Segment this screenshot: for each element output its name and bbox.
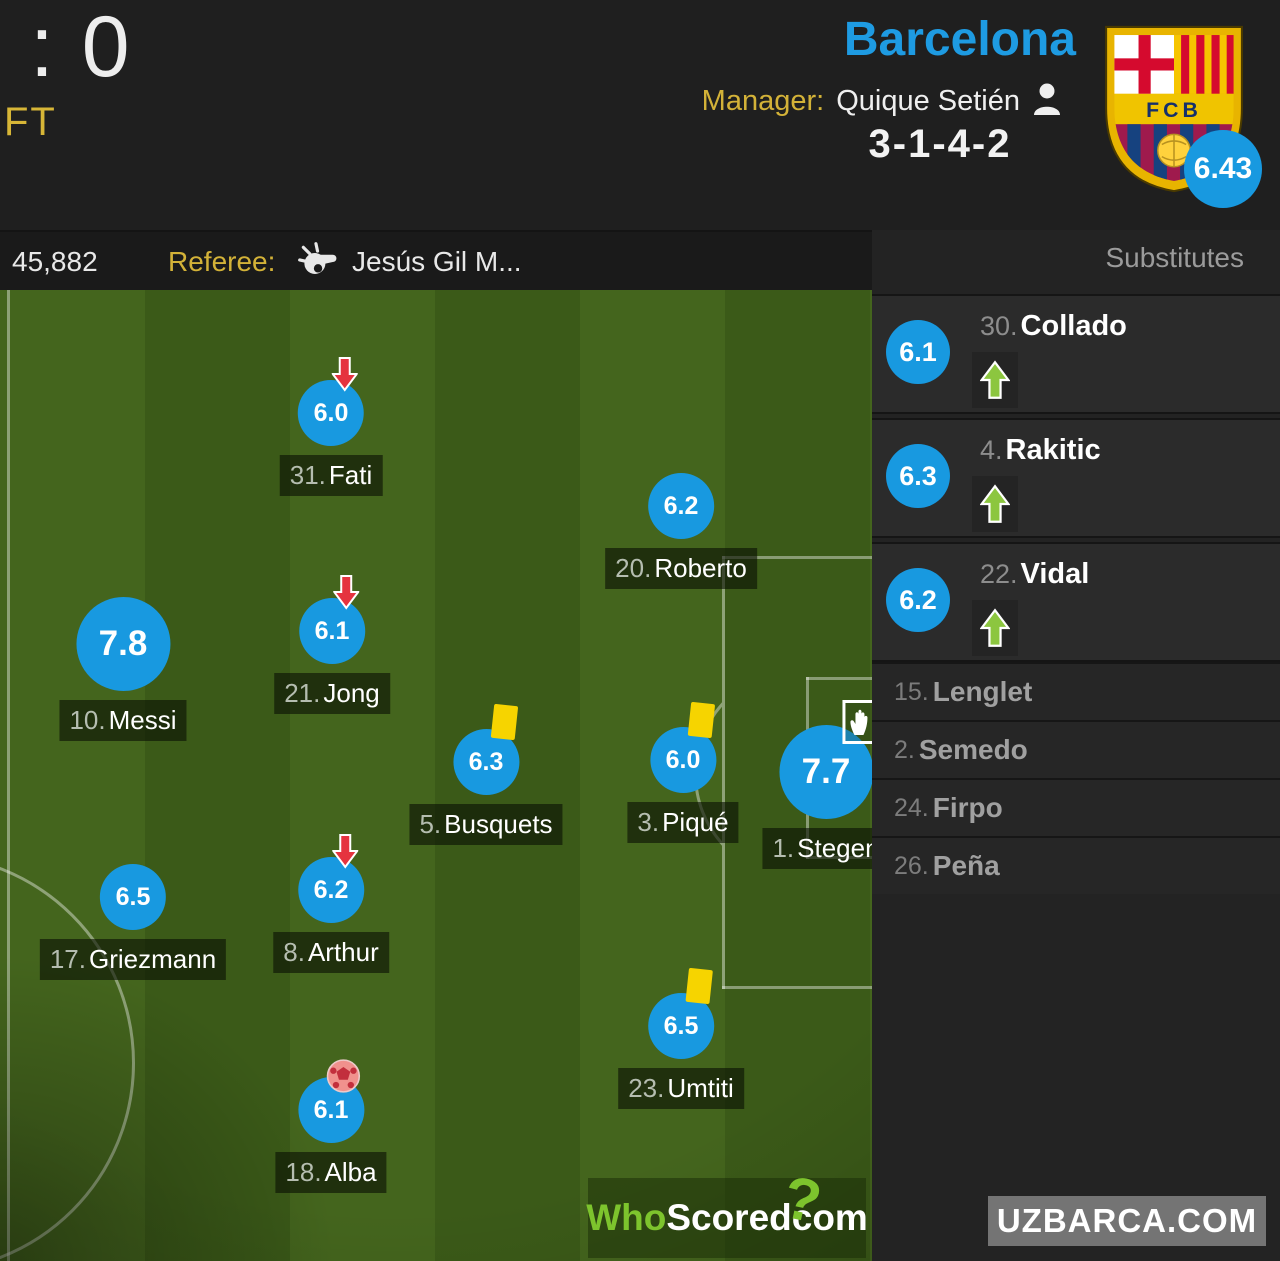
player-name-label: 20. Roberto [605, 548, 757, 589]
player-stegen[interactable]: 7.7 1. Stegen [762, 700, 872, 869]
formation: 3-1-4-2 [868, 122, 1012, 166]
unused-sub-lenglet[interactable]: 15. Lenglet [872, 662, 1280, 720]
attendance: 45,882 [12, 246, 98, 277]
player-rating-badge: 6.2 [298, 857, 364, 923]
player-rating-badge: 6.3 [453, 729, 519, 795]
yellow-card-icon [490, 703, 518, 741]
goalkeeper-glove-icon [842, 700, 872, 744]
player-rating-badge: 6.0 [650, 727, 716, 793]
player-rating-badge: 6.5 [648, 993, 714, 1059]
player-messi[interactable]: 7.8 10. Messi [59, 597, 187, 741]
player-rating-badge: 6.1 [298, 598, 365, 664]
whistle-icon [296, 240, 338, 287]
yellow-card-icon [687, 701, 715, 739]
team-rating-badge: 6.43 [1184, 130, 1262, 208]
error-ball-icon [325, 1058, 361, 1099]
player-alba[interactable]: 6.1 18. Alba [275, 1059, 387, 1193]
yellow-card-icon [685, 967, 713, 1005]
player-rating-badge: 6.5 [100, 864, 166, 930]
player-jong[interactable]: 6.1 21. Jong [274, 575, 390, 714]
sub-name-label: 30. Collado [980, 310, 1127, 342]
player-name-label: 18. Alba [275, 1152, 387, 1193]
player-rating-badge: 7.7 [779, 725, 872, 819]
sub-name-label: 4. Rakitic [980, 434, 1101, 466]
sub-rating-badge: 6.2 [886, 568, 950, 632]
whoscored-logo-who: Who [586, 1197, 667, 1238]
unused-sub-pena[interactable]: 26. Peña [872, 836, 1280, 894]
player-name-label: 23. Umtiti [618, 1068, 744, 1109]
sub-on-icon [972, 352, 1018, 408]
unused-sub-firpo[interactable]: 24. Firpo [872, 778, 1280, 836]
team-name[interactable]: Barcelona [843, 13, 1076, 66]
penalty-box-line [722, 556, 725, 989]
sub-off-icon [331, 833, 359, 874]
player-roberto[interactable]: 6.2 20. Roberto [605, 473, 757, 589]
match-header: : 0 FT Barcelona Manager: Quique Setién … [0, 0, 1280, 230]
player-rating-badge: 6.1 [297, 1077, 364, 1143]
score-fragment: : 0 [30, 0, 132, 95]
penalty-box-line [722, 556, 872, 559]
sub-row-vidal[interactable]: 6.2 22. Vidal [872, 542, 1280, 662]
substitutes-panel: Substitutes 6.1 30. Collado 6.3 4. Rakitic… [872, 230, 1280, 1261]
manager-row: Manager: Quique Setién [560, 82, 1062, 121]
player-umtiti[interactable]: 6.5 23. Umtiti [618, 967, 744, 1109]
sub-on-icon [972, 476, 1018, 532]
player-arthur[interactable]: 6.2 8. Arthur [273, 834, 389, 973]
referee-label: Referee: [168, 246, 276, 277]
svg-text:FCB: FCB [1146, 98, 1202, 122]
whoscored-logo-scored: Scored [666, 1197, 792, 1238]
player-name-label: 17. Griezmann [39, 939, 227, 980]
player-name-label: 5. Busquets [409, 804, 563, 845]
sub-on-icon [972, 600, 1018, 656]
halfway-line [7, 290, 10, 1261]
referee-name: Jesús Gil M... [352, 246, 522, 277]
player-name-label: 21. Jong [274, 673, 390, 714]
match-info-bar: 45,882 Referee: Jesús Gil M... [0, 230, 872, 290]
sub-off-icon [331, 356, 359, 397]
player-name-label: 31. Fati [279, 455, 383, 496]
sub-name-label: 22. Vidal [980, 558, 1090, 590]
player-name-label: 10. Messi [59, 700, 187, 741]
whoscored-logo-com: com [791, 1197, 868, 1238]
sub-rating-badge: 6.3 [886, 444, 950, 508]
player-fati[interactable]: 6.0 31. Fati [279, 357, 383, 496]
sub-row-rakitic[interactable]: 6.3 4. Rakitic [872, 418, 1280, 538]
penalty-box-line [722, 986, 872, 989]
player-name-label: 3. Piqué [627, 802, 739, 843]
match-status: FT [4, 100, 57, 144]
unused-sub-semedo[interactable]: 2. Semedo [872, 720, 1280, 778]
player-name-label: 8. Arthur [273, 932, 389, 973]
player-name-label: 1. Stegen [762, 828, 872, 869]
whoscored-logo: Who Scored? com [586, 1163, 868, 1258]
sub-off-icon [331, 574, 360, 615]
sub-rating-badge: 6.1 [886, 320, 950, 384]
manager-icon [1032, 82, 1062, 121]
manager-label: Manager: [701, 85, 825, 117]
player-rating-badge: 7.8 [76, 597, 170, 691]
substitutes-title: Substitutes [1105, 242, 1244, 273]
six-yard-box-line [806, 677, 872, 680]
player-pique[interactable]: 6.0 3. Piqué [627, 701, 739, 843]
sub-row-collado[interactable]: 6.1 30. Collado [872, 294, 1280, 414]
pitch: 6.0 31. Fati 6.2 20. Roberto 7.8 10. Messi … [0, 290, 872, 1261]
manager-name: Quique Setién [836, 85, 1020, 117]
uzbarca-watermark: UZBARCA.COM [988, 1196, 1266, 1246]
player-busquets[interactable]: 6.3 5. Busquets [409, 703, 563, 845]
player-rating-badge: 6.0 [298, 380, 364, 446]
player-rating-badge: 6.2 [648, 473, 714, 539]
player-griezmann[interactable]: 6.5 17. Griezmann [39, 864, 227, 980]
